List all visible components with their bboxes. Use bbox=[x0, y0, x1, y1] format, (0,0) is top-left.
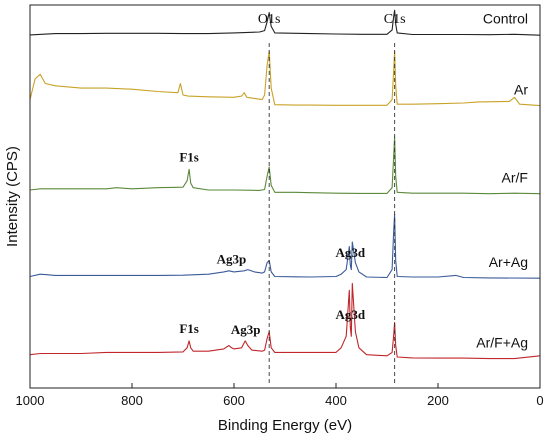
x-tick-label: 1000 bbox=[16, 393, 45, 408]
x-axis-title: Binding Energy (eV) bbox=[218, 417, 352, 434]
series-label-1: Ar bbox=[514, 81, 528, 97]
annotation-ag3p-4: Ag3p bbox=[231, 322, 261, 337]
series-label-0: Control bbox=[483, 11, 528, 27]
reference-label-c1s: C1s bbox=[384, 12, 406, 27]
plot-frame bbox=[29, 4, 541, 389]
annotation-ag3d-2: Ag3d bbox=[335, 245, 365, 260]
series-label-2: Ar/F bbox=[502, 170, 528, 186]
axes: 1000 800 600 400 200 0 bbox=[16, 4, 544, 408]
labels: Control Ar Ar/F Ar+Ag Ar/F+Ag O1s C1s F1s Ag3p Ag… bbox=[179, 11, 528, 351]
annotation-ag3d-5: Ag3d bbox=[335, 307, 365, 322]
series-label-4: Ar/F+Ag bbox=[476, 334, 528, 350]
x-tick-label: 600 bbox=[223, 393, 245, 408]
series-line-ar-ag bbox=[29, 213, 541, 279]
series-label-3: Ar+Ag bbox=[489, 254, 528, 270]
reference-lines bbox=[268, 43, 396, 383]
annotation-f1s-3: F1s bbox=[179, 321, 199, 336]
annotation-f1s-0: F1s bbox=[179, 149, 199, 164]
y-axis-title: Intensity (CPS) bbox=[4, 146, 21, 247]
x-tick-label: 0 bbox=[536, 393, 543, 408]
series-line-ar-f bbox=[29, 136, 541, 195]
series-line-control bbox=[29, 9, 541, 36]
x-tick-label: 800 bbox=[121, 393, 143, 408]
x-tick-label: 200 bbox=[427, 393, 449, 408]
x-tick-label: 400 bbox=[325, 393, 347, 408]
annotation-ag3p-1: Ag3p bbox=[217, 251, 247, 266]
series-line-ar-f-ag bbox=[29, 282, 541, 360]
series-layer bbox=[29, 9, 541, 360]
series-line-ar bbox=[29, 50, 541, 107]
reference-label-o1s: O1s bbox=[258, 12, 281, 27]
